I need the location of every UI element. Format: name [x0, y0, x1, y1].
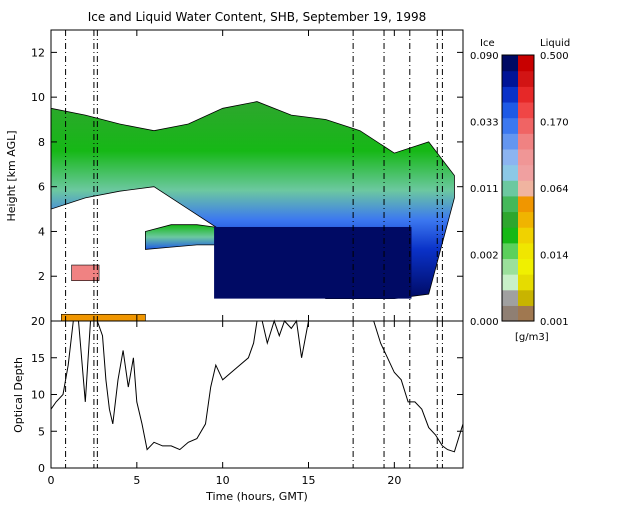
colorbar-ice-swatch-7 [502, 195, 518, 213]
optical-depth-line [50, 319, 464, 453]
colorbar-ice-swatch-16 [502, 55, 518, 72]
ytick-label-4: 10 [31, 91, 45, 104]
colorbar-liquid-swatch-11 [518, 133, 534, 150]
top-ylabel: Height [km AGL] [5, 130, 18, 221]
colorbar-ice-tick-3: 0.033 [470, 118, 499, 129]
colorbar-liquid-swatch-14 [518, 86, 534, 103]
colorbar-liquid-tick-1: 0.014 [540, 251, 569, 262]
ytick-label-1: 4 [38, 225, 45, 238]
xtick-label-3: 15 [302, 474, 316, 487]
colorbar-liquid-tick-0: 0.001 [540, 317, 569, 328]
colorbar-liquid-swatch-1 [518, 289, 534, 306]
colorbar-liquid-swatch-12 [518, 117, 534, 134]
colorbar-ice-tick-1: 0.002 [470, 251, 499, 262]
ytick-label-4: 20 [31, 315, 45, 328]
colorbar-liquid-swatch-9 [518, 164, 534, 181]
colorbar-ice-swatch-5 [502, 227, 518, 244]
colorbar-liquid-swatch-13 [518, 101, 534, 119]
colorbar-ice-swatch-6 [502, 211, 518, 228]
ytick-label-2: 6 [38, 181, 45, 194]
colorbar-ice-swatch-10 [502, 148, 518, 166]
colorbar-ice-tick-4: 0.090 [470, 51, 499, 62]
colorbar-ice-title: Ice [480, 38, 495, 49]
colorbar-ice-swatch-2 [502, 274, 518, 291]
colorbar-liquid-swatch-16 [518, 55, 534, 72]
colorbar-ice-swatch-9 [502, 164, 518, 181]
colorbar-ice-tick-0: 0.000 [470, 317, 499, 328]
xtick-label-2: 10 [216, 474, 230, 487]
colorbar-ice-tick-2: 0.011 [470, 184, 499, 195]
colorbar-ice-swatch-3 [502, 258, 518, 275]
xtick-label-4: 20 [387, 474, 401, 487]
colorbar-liquid-swatch-6 [518, 211, 534, 228]
ytick-label-5: 12 [31, 46, 45, 59]
colorbar-liquid-title: Liquid [540, 38, 570, 49]
colorbar-liquid-tick-3: 0.170 [540, 118, 569, 129]
colorbar-liquid-tick-4: 0.500 [540, 51, 569, 62]
colorbar-liquid-swatch-7 [518, 195, 534, 213]
ice-core [214, 226, 412, 299]
colorbar: Ice Liquid 0.000 0.002 0.011 0.033 0.090 0.00… [470, 38, 570, 343]
optical-depth-plot: 0 5 10 15 20 0 5 10 15 20 Optical Depth Time (hou… [12, 315, 464, 503]
colorbar-liquid-swatch-2 [518, 274, 534, 291]
colorbar-ice-swatch-8 [502, 180, 518, 197]
colorbar-ice-swatch-4 [502, 242, 518, 260]
colorbar-ice-swatch-12 [502, 117, 518, 134]
xtick-label-1: 5 [133, 474, 140, 487]
ytick-label-0: 2 [38, 270, 45, 283]
bottom-ylabel: Optical Depth [12, 357, 25, 433]
colorbar-liquid-swatch-5 [518, 227, 534, 244]
colorbar-liquid-swatch-8 [518, 180, 534, 197]
colorbar-ice-swatch-13 [502, 101, 518, 119]
xtick-label-0: 0 [48, 474, 55, 487]
liquid-layer-1 [71, 264, 100, 282]
colorbar-liquid-swatch-3 [518, 258, 534, 275]
colorbar-ice-swatch-14 [502, 86, 518, 103]
chart-title: Ice and Liquid Water Content, SHB, Septe… [88, 10, 426, 24]
colorbar-ice-swatch-15 [502, 70, 518, 87]
bottom-xlabel: Time (hours, GMT) [205, 490, 308, 503]
colorbar-units: [g/m3] [515, 332, 549, 343]
colorbar-liquid-swatch-4 [518, 242, 534, 260]
colorbar-ice-swatch-0 [502, 305, 518, 322]
colorbar-liquid-swatch-15 [518, 70, 534, 87]
liquid-layer-0 [60, 313, 146, 322]
bottom-plot-frame [50, 320, 464, 469]
colorbar-liquid-swatch-10 [518, 148, 534, 166]
ytick-label-1: 5 [38, 425, 45, 438]
ytick-label-3: 15 [31, 352, 45, 365]
colorbar-liquid-swatch-0 [518, 305, 534, 322]
colorbar-ice-swatch-1 [502, 289, 518, 306]
colorbar-ice-swatch-11 [502, 133, 518, 150]
height-time-plot: 2 4 6 8 10 12 Height [km AGL] [5, 29, 464, 322]
ytick-label-3: 8 [38, 136, 45, 149]
colorbar-frame [501, 54, 535, 322]
colorbar-liquid-tick-2: 0.064 [540, 184, 569, 195]
ytick-label-2: 10 [31, 389, 45, 402]
ytick-label-0: 0 [38, 462, 45, 475]
